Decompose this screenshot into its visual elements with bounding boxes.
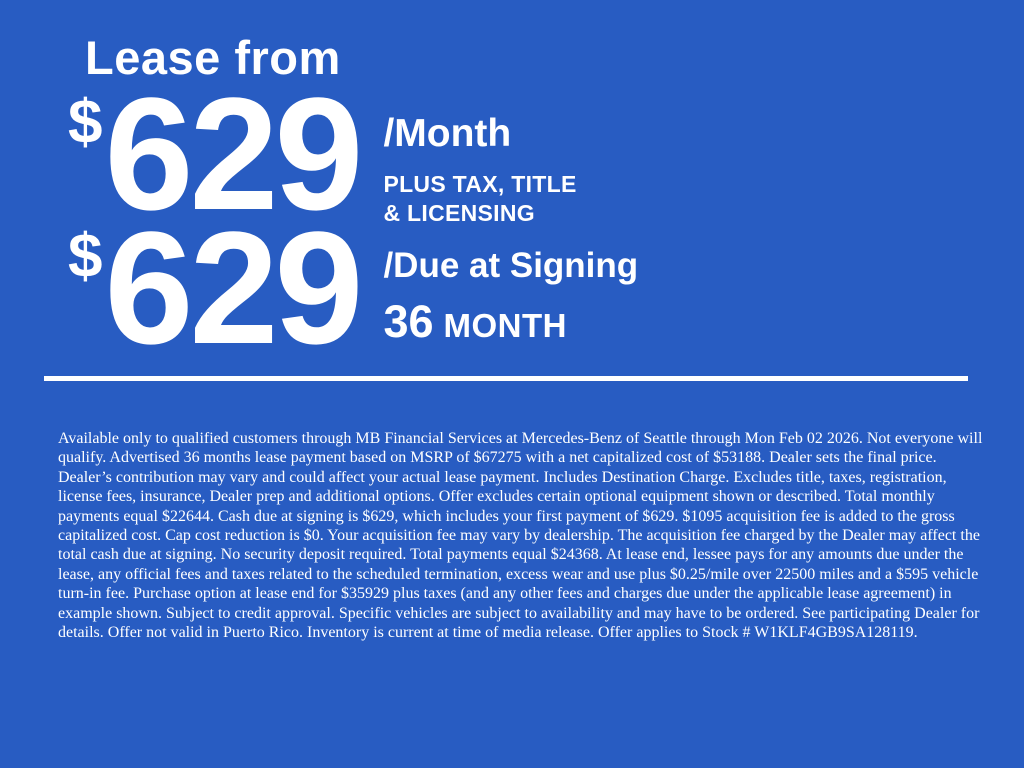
per-month-label: /Month xyxy=(383,112,512,155)
term-number: 36 xyxy=(383,296,434,347)
monthly-details: /Month PLUS TAX, TITLE & LICENSING xyxy=(383,88,576,228)
horizontal-divider xyxy=(44,376,968,381)
lease-term: 36 MONTH xyxy=(383,299,638,344)
note-line-2: & LICENSING xyxy=(383,199,535,226)
legal-disclaimer-text: Available only to qualified customers th… xyxy=(58,430,983,642)
tax-title-licensing-note: PLUS TAX, TITLE & LICENSING xyxy=(383,170,576,228)
signing-currency-symbol: $ xyxy=(68,222,103,291)
lease-from-title: Lease from xyxy=(85,31,341,84)
signing-details: /Due at Signing 36 MONTH xyxy=(383,222,638,344)
note-line-1: PLUS TAX, TITLE xyxy=(383,171,577,197)
monthly-price-block: $ 629 /Month PLUS TAX, TITLE & LICENSING xyxy=(68,64,577,243)
monthly-currency-symbol: $ xyxy=(68,88,103,157)
due-at-signing-amount: 629 xyxy=(104,198,363,377)
due-at-signing-price-block: $ 629 /Due at Signing 36 MONTH xyxy=(68,198,638,377)
term-unit-label: MONTH xyxy=(443,307,567,344)
monthly-amount: 629 xyxy=(104,64,363,243)
due-at-signing-label: /Due at Signing xyxy=(383,246,639,285)
